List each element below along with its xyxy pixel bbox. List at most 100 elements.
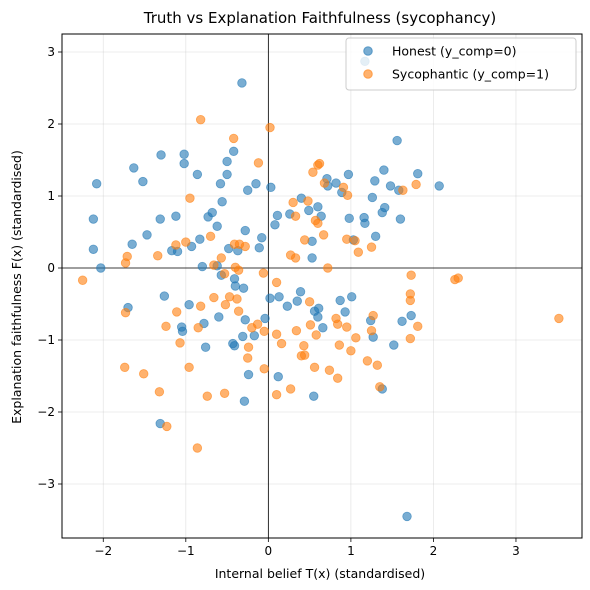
data-point (88, 214, 99, 224)
data-point (346, 346, 356, 356)
y-tick-label: −1 (37, 333, 55, 347)
data-point (385, 181, 396, 191)
data-point (271, 329, 282, 339)
data-point (120, 307, 131, 318)
data-point (253, 158, 264, 168)
data-point (212, 221, 222, 231)
data-point (367, 192, 378, 203)
data-point (324, 365, 335, 375)
y-tick-label: 1 (47, 189, 55, 203)
data-point (342, 322, 352, 332)
data-point (171, 240, 181, 250)
data-point (240, 241, 250, 252)
data-point (342, 234, 352, 244)
plot-frame (61, 33, 583, 539)
y-tick-label: 2 (47, 117, 55, 131)
y-tick-label: 0 (47, 261, 55, 275)
data-point (313, 160, 323, 170)
data-point (370, 231, 381, 242)
data-point (305, 320, 316, 330)
data-point (303, 196, 313, 206)
data-point (310, 215, 321, 226)
data-point (299, 235, 310, 245)
data-point (238, 283, 249, 293)
data-point (370, 176, 380, 186)
data-point (249, 330, 260, 341)
data-point (271, 390, 282, 400)
data-point (259, 326, 269, 337)
data-point (331, 178, 341, 188)
data-point (351, 333, 361, 343)
data-point (379, 165, 389, 175)
data-point (272, 210, 283, 221)
data-point (318, 323, 328, 333)
data-point (258, 268, 269, 278)
data-point (202, 391, 212, 401)
data-point (238, 331, 248, 342)
data-point (291, 325, 302, 336)
x-tick-label: 2 (430, 544, 438, 558)
x-tick-label: 1 (347, 544, 355, 558)
data-point (259, 364, 269, 374)
data-point (215, 179, 226, 189)
data-point (332, 373, 343, 383)
data-point (313, 202, 323, 212)
data-point (195, 301, 206, 311)
data-point (195, 114, 206, 125)
data-point (179, 158, 189, 169)
data-point (353, 247, 364, 257)
data-point (413, 168, 423, 179)
data-point (197, 261, 208, 272)
data-point (434, 181, 444, 191)
data-point (96, 263, 106, 273)
data-point (251, 179, 261, 189)
data-point (252, 319, 263, 329)
data-point (406, 310, 416, 321)
data-point (228, 146, 239, 157)
data-point (91, 179, 102, 189)
data-point (395, 214, 406, 224)
data-point (307, 253, 317, 263)
data-point (181, 237, 191, 247)
data-point (222, 169, 232, 180)
data-point (184, 362, 194, 373)
data-point (276, 338, 287, 349)
data-point (366, 242, 377, 252)
data-point (338, 182, 349, 193)
data-point (402, 511, 412, 522)
data-point (392, 135, 402, 146)
x-tick-label: −1 (177, 544, 195, 558)
data-point (311, 330, 321, 340)
data-point (193, 323, 203, 333)
data-point (184, 300, 194, 310)
data-point (318, 230, 329, 240)
data-point (270, 220, 280, 230)
data-point (260, 313, 270, 324)
data-point (171, 211, 181, 221)
data-point (360, 218, 370, 229)
data-point (347, 292, 357, 302)
data-point (239, 396, 250, 406)
data-point (343, 169, 354, 180)
data-point (120, 362, 130, 373)
data-point (308, 167, 318, 177)
data-point (233, 265, 244, 275)
axis-ticks: −2 −1 0 1 2 3 −3 −2 −1 0 1 2 3 (37, 45, 519, 558)
data-point (205, 231, 216, 242)
legend-marker (363, 69, 373, 79)
data-point (220, 300, 231, 310)
data-point (243, 353, 253, 363)
data-point (240, 315, 250, 325)
data-point (285, 384, 296, 394)
x-tick-label: 0 (265, 544, 273, 558)
series-1 (77, 114, 564, 453)
data-point (377, 207, 387, 218)
data-point (175, 338, 185, 348)
data-point (299, 341, 309, 351)
data-point (216, 253, 227, 263)
data-point (389, 340, 399, 350)
data-point (229, 341, 240, 351)
data-point (554, 313, 564, 324)
data-point (237, 78, 247, 88)
